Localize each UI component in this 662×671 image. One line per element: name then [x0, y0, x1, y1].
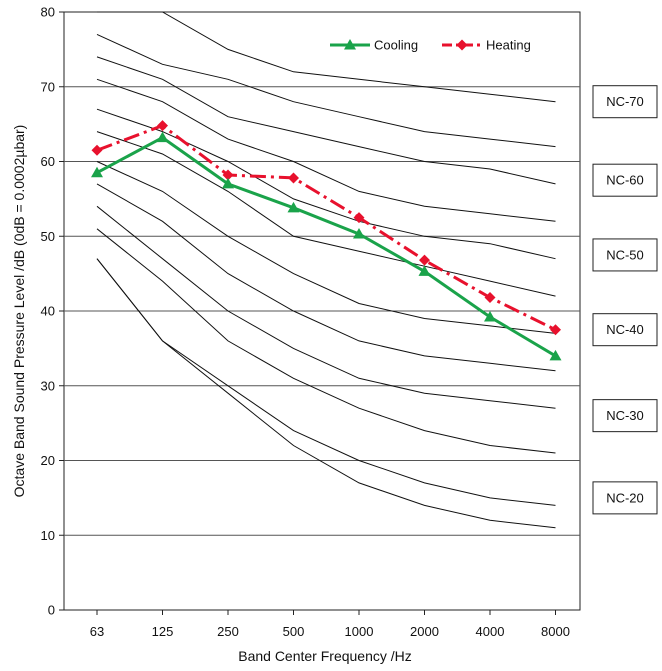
- grid-lines: [64, 86, 580, 536]
- x-tick-label: 125: [152, 624, 174, 639]
- nc-label-box: NC-60: [592, 163, 658, 197]
- data-point: [344, 39, 356, 50]
- x-tick-label: 250: [217, 624, 239, 639]
- nc-curve-line: [96, 258, 556, 529]
- nc-curve-line: [96, 183, 556, 372]
- data-point: [91, 144, 103, 156]
- data-point: [222, 177, 234, 189]
- x-axis-title: Band Center Frequency /Hz: [238, 648, 412, 664]
- nc-curve-line: [96, 131, 556, 297]
- nc-curve-line: [96, 258, 556, 506]
- x-tick-label: 8000: [541, 624, 570, 639]
- data-point: [156, 131, 169, 143]
- data-point: [91, 166, 103, 178]
- nc-curves: [96, 11, 556, 529]
- data-point: [157, 120, 168, 132]
- x-tick-label: 63: [90, 624, 104, 639]
- data-point: [484, 292, 496, 304]
- data-point: [222, 169, 234, 181]
- nc-label-box: NC-20: [592, 481, 658, 515]
- data-point: [287, 201, 300, 213]
- nc-curve-line: [97, 11, 556, 103]
- nc-box-frame: [592, 238, 658, 272]
- data-point: [418, 265, 431, 276]
- y-tick-label: 60: [41, 154, 55, 169]
- nc-label-box: NC-70: [592, 85, 658, 119]
- y-tick-label: 80: [41, 5, 55, 20]
- legend: Cooling Heating: [330, 38, 531, 53]
- nc-rating-boxes: NC-70 NC-60 NC-50 NC-40 NC-30 NC-20: [592, 85, 658, 515]
- data-series: [91, 120, 562, 361]
- y-tick-label: 10: [41, 528, 55, 543]
- data-point: [353, 228, 365, 239]
- y-tick-label: 30: [41, 378, 55, 393]
- x-tick-label: 4000: [476, 624, 505, 639]
- nc-curve-line: [96, 33, 556, 148]
- nc-box-label: NC-70: [606, 94, 644, 109]
- y-tick-label: 70: [41, 79, 55, 94]
- data-point: [484, 310, 496, 322]
- nc-box-label: NC-50: [606, 247, 644, 262]
- nc-box-frame: [592, 85, 658, 119]
- axes: 0 10 20 30 40 50 60 70 80 63 125 250 500 1000 2000 4000…: [41, 5, 570, 640]
- data-point: [550, 324, 561, 336]
- nc-box-frame: [592, 399, 658, 433]
- nc-curve-line: [96, 205, 556, 409]
- nc-box-frame: [592, 163, 658, 197]
- nc-label-box: NC-40: [592, 313, 658, 347]
- nc-curve-line: [96, 78, 556, 222]
- x-tick-label: 2000: [410, 624, 439, 639]
- nc-curve-line: [96, 56, 556, 185]
- series-heating: [91, 120, 561, 336]
- y-axis-title: Octave Band Sound Pressure Level /dB (0d…: [11, 125, 27, 498]
- nc-box-frame: [592, 313, 658, 347]
- data-point: [456, 39, 468, 51]
- legend-label: Cooling: [374, 38, 418, 53]
- y-tick-label: 20: [41, 453, 55, 468]
- data-point: [288, 172, 299, 184]
- nc-box-label: NC-40: [606, 322, 644, 337]
- nc-box-label: NC-30: [606, 408, 644, 423]
- nc-label-box: NC-50: [592, 238, 658, 272]
- data-point: [549, 349, 562, 361]
- nc-box-label: NC-60: [606, 173, 644, 188]
- y-tick-label: 0: [48, 603, 55, 618]
- y-tick-label: 50: [41, 229, 55, 244]
- legend-item: Heating: [442, 38, 531, 53]
- data-point: [419, 254, 430, 266]
- legend-label: Heating: [486, 38, 531, 53]
- x-tick-label: 500: [283, 624, 305, 639]
- series-line: [96, 123, 557, 332]
- nc-box-frame: [592, 481, 658, 515]
- series-cooling: [91, 131, 562, 361]
- nc-curve-line: [96, 161, 556, 334]
- data-point: [353, 212, 365, 224]
- y-tick-label: 40: [41, 304, 55, 319]
- legend-item: Cooling: [330, 38, 418, 53]
- series-line: [96, 135, 557, 358]
- nc-label-box: NC-30: [592, 399, 658, 433]
- nc-curve-line: [96, 228, 556, 454]
- x-tick-label: 1000: [345, 624, 374, 639]
- nc-box-label: NC-20: [606, 490, 644, 505]
- nc-curve-line: [96, 108, 556, 260]
